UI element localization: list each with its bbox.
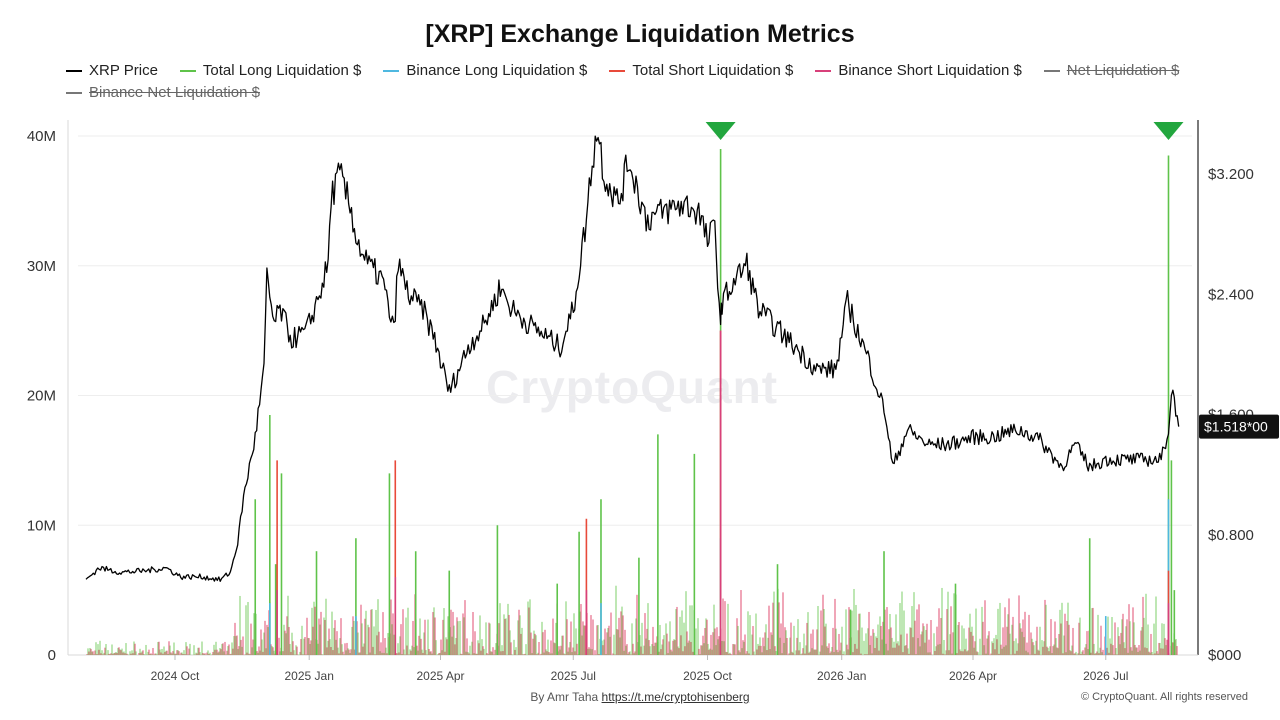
watermark: CryptoQuant xyxy=(486,361,779,413)
legend-item[interactable]: Total Short Liquidation $ xyxy=(609,62,793,80)
legend-label: Binance Long Liquidation $ xyxy=(406,62,588,79)
y-right-tick-label: $0.800 xyxy=(1208,527,1254,544)
legend-item[interactable]: Binance Long Liquidation $ xyxy=(383,62,587,80)
y-left-tick-label: 0 xyxy=(48,647,56,664)
legend-swatch xyxy=(179,70,196,72)
legend-item[interactable]: XRP Price xyxy=(66,62,158,80)
y-right-tick-label: $3.200 xyxy=(1208,166,1254,183)
legend-item[interactable]: Total Long Liquidation $ xyxy=(179,62,362,80)
x-tick-label: 2026 Apr xyxy=(949,669,997,683)
footer-link[interactable]: https://t.me/cryptohisenberg xyxy=(601,690,750,704)
legend-label: Total Short Liquidation $ xyxy=(632,62,794,79)
triangle-marker xyxy=(1153,122,1184,140)
y-left-tick-label: 30M xyxy=(27,258,56,275)
legend-swatch xyxy=(66,92,82,94)
legend-label: Total Long Liquidation $ xyxy=(202,62,362,79)
current-price-label: $1.518*00 xyxy=(1204,419,1268,435)
x-tick-label: 2026 Jan xyxy=(817,669,866,683)
x-tick-label: 2025 Apr xyxy=(416,669,464,683)
footer-author: By Amr Taha xyxy=(530,690,599,704)
y-right-tick-label: $2.400 xyxy=(1208,286,1254,303)
chart-title: [XRP] Exchange Liquidation Metrics xyxy=(425,20,855,48)
legend-item[interactable]: Binance Net Liquidation $ xyxy=(66,84,260,102)
legend-label: Net Liquidation $ xyxy=(1066,62,1180,79)
legend-swatch xyxy=(609,70,626,72)
copyright: © CryptoQuant. All rights reserved xyxy=(1080,691,1248,703)
legend-swatch xyxy=(383,70,400,72)
legend-swatch xyxy=(66,70,82,72)
legend-label: Binance Net Liquidation $ xyxy=(89,84,260,101)
y-left-tick-label: 10M xyxy=(27,517,56,534)
legend: XRP Price Total Long Liquidation $ Binance… xyxy=(66,62,1246,102)
legend-item[interactable]: Net Liquidation $ xyxy=(1043,62,1180,80)
legend-item[interactable]: Binance Short Liquidation $ xyxy=(815,62,1022,80)
footer: By Amr Taha https://t.me/cryptohisenberg xyxy=(0,690,1280,704)
x-tick-label: 2026 Jul xyxy=(1083,669,1128,683)
x-tick-label: 2025 Oct xyxy=(683,669,732,683)
y-right-tick-label: $000 xyxy=(1208,647,1241,664)
legend-swatch xyxy=(1043,70,1060,72)
legend-label: XRP Price xyxy=(89,62,158,79)
y-left-tick-label: 40M xyxy=(27,128,56,145)
y-left-tick-label: 20M xyxy=(27,388,56,405)
price-line xyxy=(85,135,1180,582)
x-tick-label: 2025 Jul xyxy=(551,669,596,683)
chart[interactable]: 010M20M30M40M$000$0.800$1.600$2.400$3.20… xyxy=(0,110,1280,690)
legend-swatch xyxy=(815,70,832,72)
x-tick-label: 2024 Oct xyxy=(151,669,200,683)
current-price-box xyxy=(1199,414,1279,439)
triangle-marker xyxy=(705,122,736,140)
legend-label: Binance Short Liquidation $ xyxy=(838,62,1022,79)
x-tick-label: 2025 Jan xyxy=(285,669,334,683)
